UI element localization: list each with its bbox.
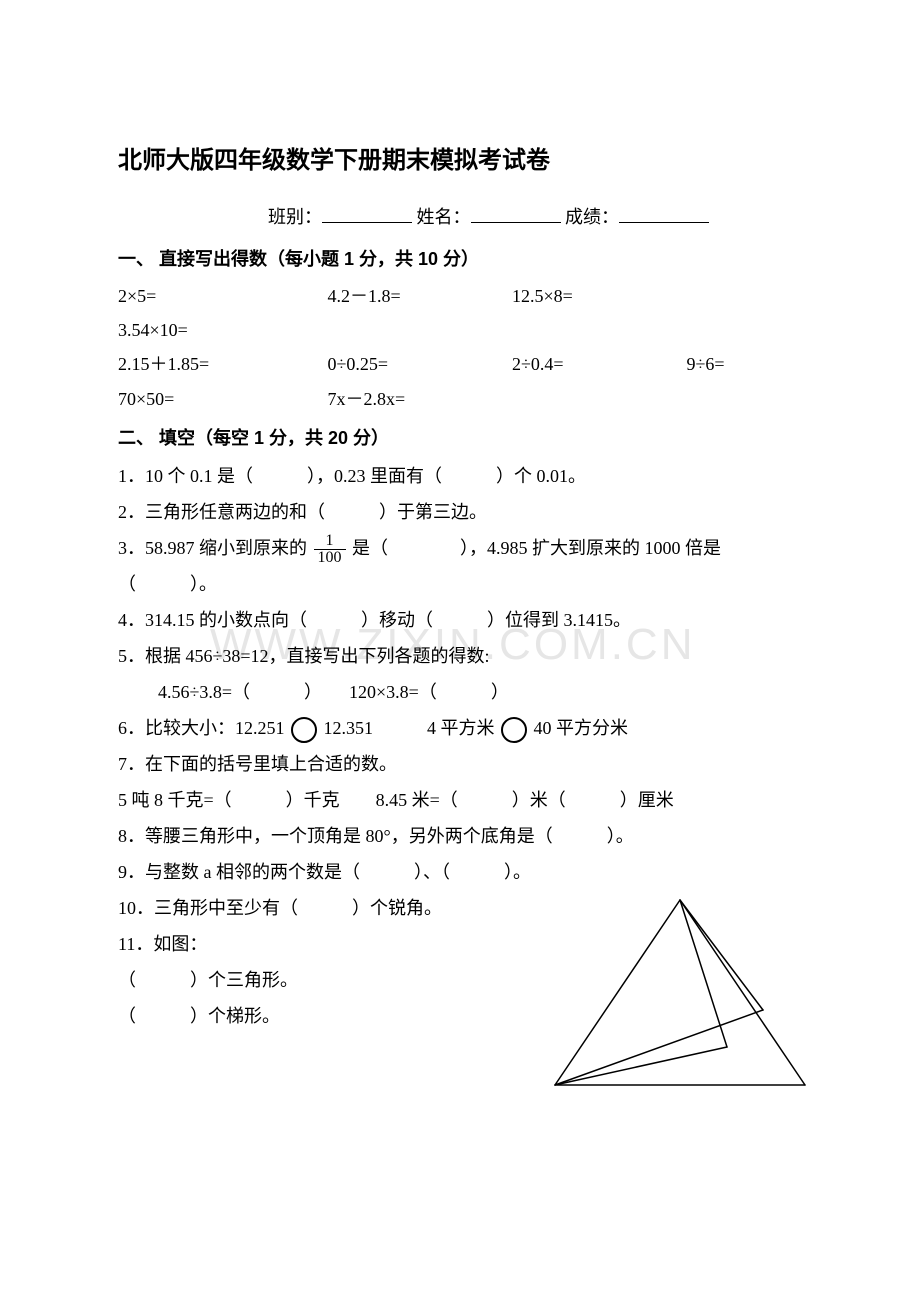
score-label: 成绩： (565, 207, 619, 227)
name-label: 姓名： (417, 207, 471, 227)
eq-2-1: 2.15＋1.85= (118, 347, 273, 381)
sec1-row1: 2×5= 4.2－1.8= 12.5×8= 3.54×10= (118, 279, 802, 347)
q6a: 6．比较大小：12.251 (118, 718, 285, 738)
q8: 8．等腰三角形中，一个顶角是 80°，另外两个底角是（ ）。 (118, 818, 802, 854)
eq-1-2: 4.2－1.8= (328, 279, 458, 313)
section1-head: 一、 直接写出得数（每小题 1 分，共 10 分） (118, 245, 802, 271)
section2-head: 二、 填空（每空 1 分，共 20 分） (118, 424, 802, 450)
class-label: 班别： (268, 207, 322, 227)
eq-2-4: 9÷6= (687, 347, 725, 381)
q5a: 5．根据 456÷38=12，直接写出下列各题的得数: (118, 638, 802, 674)
q10: 10．三角形中至少有（ ）个锐角。 (118, 890, 802, 926)
eq-3-1: 70×50= (118, 382, 273, 416)
q7-units: 5 吨 8 千克=（ ）千克 8.45 米=（ ）米（ ）厘米 (118, 782, 802, 818)
frac-num: 1 (314, 533, 346, 550)
name-blank (471, 204, 561, 223)
sec1-row3: 70×50= 7x－2.8x= (118, 382, 802, 416)
q3b: 是（ ），4.985 扩大到原来的 1000 倍是 (352, 538, 721, 558)
fraction-1-100: 1 100 (314, 533, 346, 566)
q6: 6．比较大小：12.251 12.351 4 平方米 40 平方分米 (118, 710, 802, 746)
exam-title: 北师大版四年级数学下册期末模拟考试卷 (118, 140, 802, 175)
q5b: 4.56÷3.8=（ ） 120×3.8=（ ） (118, 674, 802, 710)
q11b: （ ）个梯形。 (118, 998, 802, 1034)
class-blank (322, 204, 412, 223)
eq-2-3: 2÷0.4= (512, 347, 632, 381)
eq-1-3: 12.5×8= (512, 279, 632, 313)
eq-1-4: 3.54×10= (118, 313, 188, 347)
eq-2-2: 0÷0.25= (328, 347, 458, 381)
eq-1-1: 2×5= (118, 279, 273, 313)
q7: 7．在下面的括号里填上合适的数。 (118, 746, 802, 782)
frac-den: 100 (314, 550, 346, 566)
q2: 2．三角形任意两边的和（ ）于第三边。 (118, 494, 802, 530)
q6b: 12.351 4 平方米 (324, 718, 495, 738)
q3-line2: （ ）。 (118, 566, 802, 602)
eq-3-2: 7x－2.8x= (328, 382, 406, 416)
q11a: （ ）个三角形。 (118, 962, 802, 998)
q1: 1．10 个 0.1 是（ ），0.23 里面有（ ）个 0.01。 (118, 458, 802, 494)
compare-circle-1 (291, 717, 317, 743)
score-blank (619, 204, 709, 223)
q3a: 3．58.987 缩小到原来的 (118, 538, 307, 558)
compare-circle-2 (501, 717, 527, 743)
q11: 11．如图： (118, 926, 802, 962)
student-info-line: 班别： 姓名： 成绩： (118, 203, 802, 229)
q4: 4．314.15 的小数点向（ ）移动（ ）位得到 3.1415。 (118, 602, 802, 638)
q3-line1: 3．58.987 缩小到原来的 1 100 是（ ），4.985 扩大到原来的 … (118, 530, 802, 566)
sec1-row2: 2.15＋1.85= 0÷0.25= 2÷0.4= 9÷6= (118, 347, 802, 381)
q6c: 40 平方分米 (534, 718, 629, 738)
q9: 9．与整数 a 相邻的两个数是（ ）、（ ）。 (118, 854, 802, 890)
